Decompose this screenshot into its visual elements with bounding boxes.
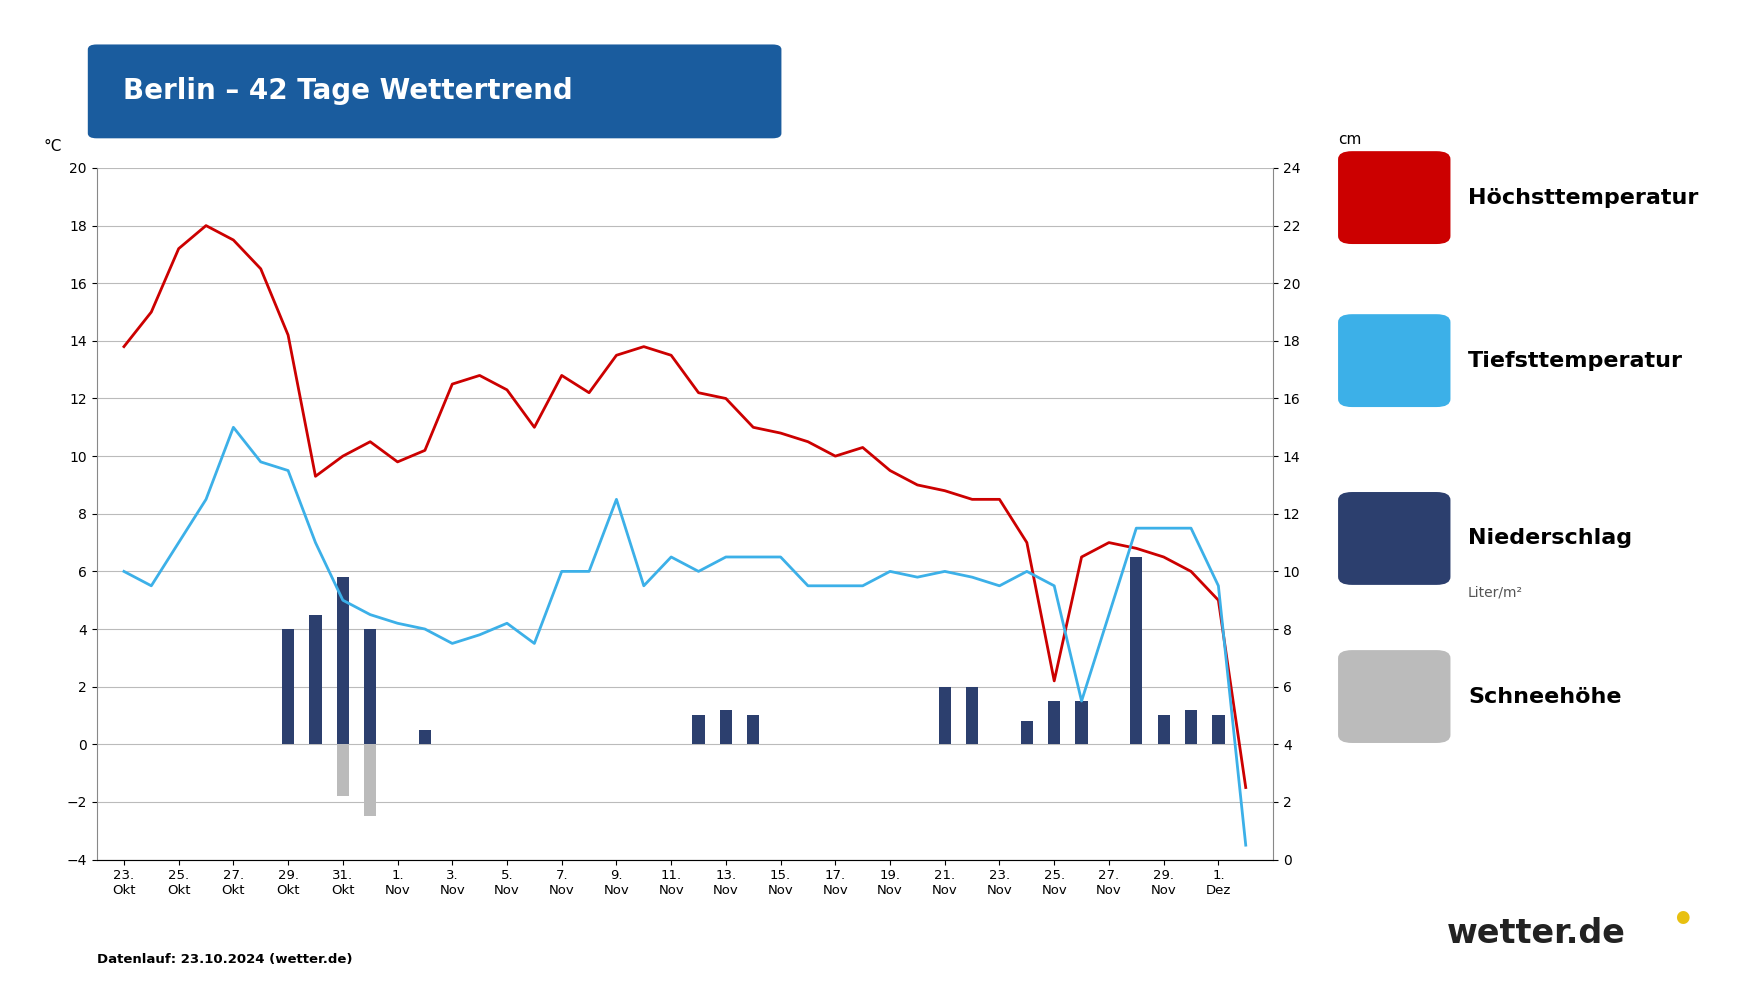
Bar xyxy=(1048,701,1060,744)
Bar xyxy=(363,629,376,744)
Bar xyxy=(965,687,978,744)
Bar xyxy=(337,577,349,744)
Bar xyxy=(939,687,951,744)
Bar xyxy=(363,744,376,816)
Bar xyxy=(337,744,349,796)
Bar xyxy=(1211,715,1223,744)
Bar xyxy=(1185,709,1197,744)
Text: °C: °C xyxy=(44,139,61,154)
Bar xyxy=(1157,715,1169,744)
Bar xyxy=(1130,557,1143,744)
Bar xyxy=(418,730,430,744)
Text: Höchsttemperatur: Höchsttemperatur xyxy=(1467,188,1697,207)
Bar xyxy=(746,715,758,744)
Bar xyxy=(283,629,295,744)
Text: Tiefsttemperatur: Tiefsttemperatur xyxy=(1467,351,1681,370)
Bar xyxy=(309,615,321,744)
Text: Niederschlag: Niederschlag xyxy=(1467,529,1630,548)
Text: wetter.de: wetter.de xyxy=(1446,917,1625,950)
Text: ●: ● xyxy=(1674,908,1688,926)
Bar xyxy=(691,715,704,744)
Text: Liter/m²: Liter/m² xyxy=(1467,586,1522,600)
Text: cm: cm xyxy=(1337,132,1360,147)
Text: Berlin – 42 Tage Wettertrend: Berlin – 42 Tage Wettertrend xyxy=(123,77,572,106)
Text: Datenlauf: 23.10.2024 (wetter.de): Datenlauf: 23.10.2024 (wetter.de) xyxy=(97,953,353,966)
Bar xyxy=(720,709,732,744)
Bar xyxy=(1074,701,1086,744)
Bar xyxy=(1020,721,1032,744)
Text: Schneehöhe: Schneehöhe xyxy=(1467,687,1620,706)
